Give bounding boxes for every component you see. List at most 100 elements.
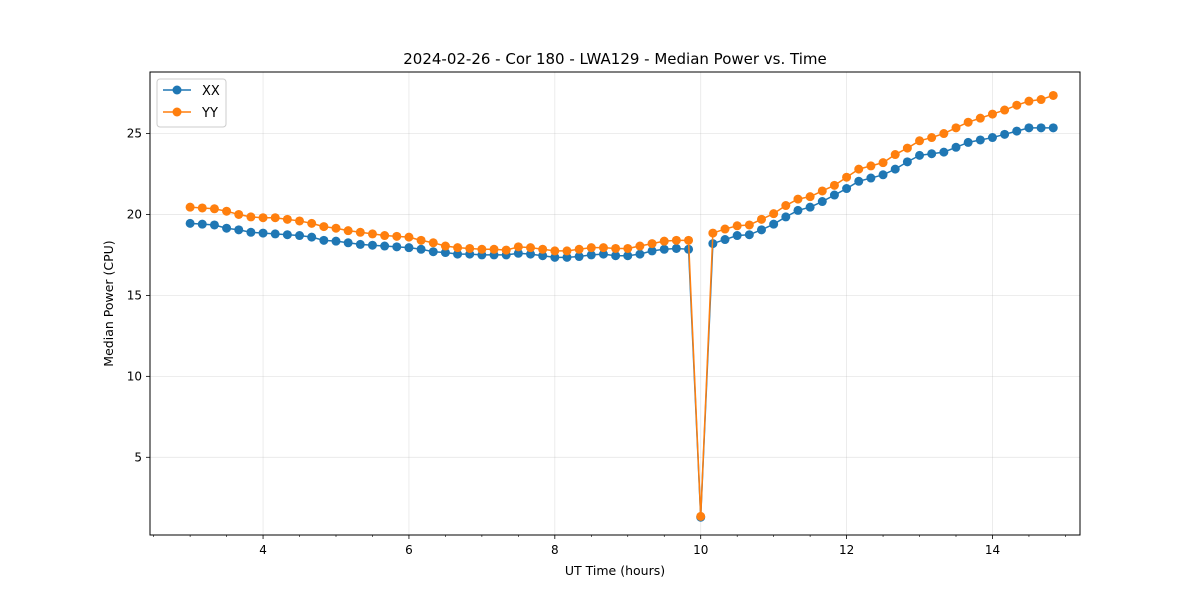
y-tick-label: 10 xyxy=(127,369,142,383)
data-point-yy xyxy=(1036,95,1046,105)
data-point-yy xyxy=(878,158,888,168)
data-point-xx xyxy=(805,202,815,212)
data-point-yy xyxy=(416,235,426,245)
data-point-yy xyxy=(927,133,937,143)
data-point-xx xyxy=(866,173,876,183)
legend: XX YY xyxy=(156,78,227,128)
plot-frame xyxy=(149,71,1081,536)
data-point-yy xyxy=(526,243,536,253)
data-point-yy xyxy=(343,226,353,236)
data-point-xx xyxy=(538,251,548,261)
data-point-xx xyxy=(562,252,572,262)
data-point-yy xyxy=(684,235,694,245)
data-point-yy xyxy=(866,161,876,171)
data-point-yy xyxy=(367,229,377,239)
data-point-yy xyxy=(586,243,596,253)
data-point-xx xyxy=(756,225,766,235)
data-point-xx xyxy=(829,190,839,200)
data-point-yy xyxy=(295,216,305,226)
data-point-xx xyxy=(343,238,353,248)
data-point-xx xyxy=(586,250,596,260)
data-point-yy xyxy=(939,129,949,139)
data-point-yy xyxy=(307,218,317,228)
data-point-yy xyxy=(854,164,864,174)
data-point-xx xyxy=(513,248,523,258)
y-axis-label: Median Power (CPU) xyxy=(101,240,116,366)
data-point-yy xyxy=(963,117,973,127)
data-point-xx xyxy=(380,241,390,251)
y-tick-label: 25 xyxy=(127,127,142,141)
data-point-xx xyxy=(659,244,669,254)
grid xyxy=(150,72,1080,535)
data-point-xx xyxy=(598,249,608,259)
data-point-xx xyxy=(331,236,341,246)
data-point-xx xyxy=(647,246,657,256)
data-point-yy xyxy=(598,243,608,253)
data-point-xx xyxy=(185,218,195,228)
data-point-yy xyxy=(574,244,584,254)
data-point-xx xyxy=(574,252,584,262)
data-point-yy xyxy=(890,150,900,160)
data-point-yy xyxy=(270,213,280,223)
data-point-yy xyxy=(282,214,292,224)
data-point-yy xyxy=(404,232,414,242)
data-point-xx xyxy=(732,231,742,241)
data-point-xx xyxy=(258,228,268,238)
legend-marker-yy xyxy=(172,107,182,117)
data-point-yy xyxy=(209,204,219,214)
data-point-xx xyxy=(526,249,536,259)
data-point-xx xyxy=(550,252,560,262)
x-tick-label: 12 xyxy=(839,543,854,557)
data-point-yy xyxy=(915,136,925,146)
data-point-xx xyxy=(890,164,900,174)
x-tick-label: 6 xyxy=(405,543,413,557)
data-point-yy xyxy=(769,209,779,219)
data-point-yy xyxy=(1048,90,1058,100)
y-tick-label: 15 xyxy=(127,288,142,302)
x-tick-label: 4 xyxy=(259,543,267,557)
data-point-yy xyxy=(647,239,657,249)
data-point-xx xyxy=(440,248,450,258)
data-point-xx xyxy=(781,212,791,222)
legend-label-yy: YY xyxy=(201,106,218,121)
data-point-xx xyxy=(295,231,305,241)
legend-marker-xx xyxy=(172,85,182,95)
x-axis-label: UT Time (hours) xyxy=(565,563,665,578)
data-point-yy xyxy=(1024,96,1034,106)
data-point-xx xyxy=(392,242,402,252)
data-point-xx xyxy=(635,249,645,259)
x-tick-label: 8 xyxy=(551,543,559,557)
data-point-yy xyxy=(477,244,487,254)
data-point-xx xyxy=(209,220,219,230)
chart-title: 2024-02-26 - Cor 180 - LWA129 - Median P… xyxy=(403,50,827,68)
data-point-yy xyxy=(696,511,706,521)
data-point-yy xyxy=(829,180,839,190)
data-point-yy xyxy=(562,246,572,256)
data-point-xx xyxy=(902,157,912,167)
data-point-xx xyxy=(404,243,414,253)
data-point-xx xyxy=(854,176,864,186)
data-point-yy xyxy=(331,223,341,233)
data-point-yy xyxy=(611,243,621,253)
series-group xyxy=(185,90,1058,522)
data-point-yy xyxy=(428,238,438,248)
data-point-yy xyxy=(440,241,450,251)
data-point-xx xyxy=(246,227,256,237)
data-point-yy xyxy=(1000,105,1010,115)
data-point-xx xyxy=(355,239,365,249)
data-point-xx xyxy=(197,219,207,229)
y-tick-label: 5 xyxy=(134,450,142,464)
data-point-xx xyxy=(623,251,633,261)
data-point-xx xyxy=(416,244,426,254)
data-point-yy xyxy=(246,212,256,222)
data-point-xx xyxy=(927,149,937,159)
data-point-xx xyxy=(319,235,329,245)
data-point-xx xyxy=(1048,123,1058,133)
data-point-xx xyxy=(878,170,888,180)
y-tick-label: 20 xyxy=(127,207,142,221)
data-point-yy xyxy=(635,241,645,251)
data-point-xx xyxy=(611,251,621,261)
data-point-yy xyxy=(805,192,815,202)
legend-label-xx: XX xyxy=(202,84,220,99)
